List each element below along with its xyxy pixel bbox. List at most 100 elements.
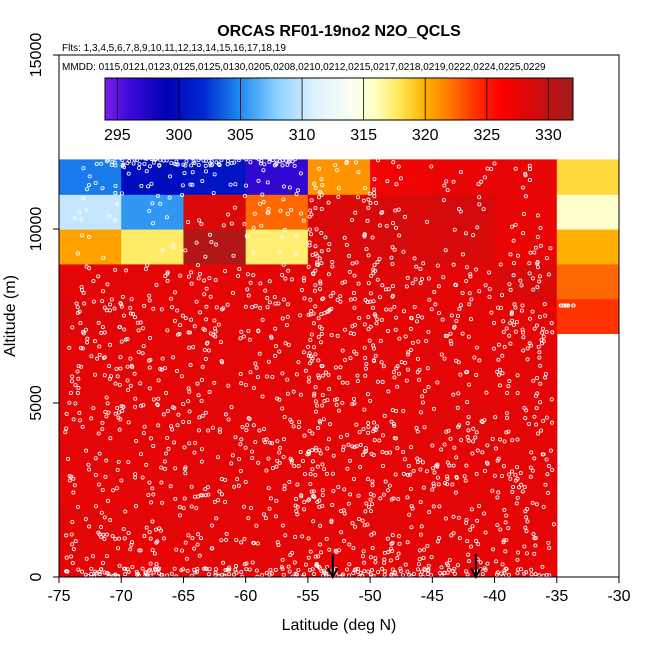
colorbar-swatch [391,78,394,120]
sample-marker [306,344,311,349]
sample-marker [515,437,520,442]
colorbar-swatch [365,78,368,120]
sample-marker [165,435,170,440]
sample-marker [199,398,204,403]
colorbar-swatch [461,78,464,120]
sample-marker [76,567,81,572]
sample-marker [137,165,142,170]
sample-marker [147,209,152,214]
sample-marker [118,417,123,422]
sample-marker [219,538,224,543]
sample-marker [471,426,476,431]
sample-marker [407,512,412,517]
x-axis: -75 -70 -65 -60 -55 -50 -45 -40 -35 -30 [47,577,631,605]
sample-marker [509,311,514,316]
sample-marker [112,218,117,223]
sample-marker [546,540,551,545]
sample-marker [541,339,546,344]
sample-marker [237,155,242,160]
colorbar-swatch [107,78,110,120]
sample-marker [372,194,377,199]
sample-marker [302,572,307,577]
sample-marker [371,299,376,304]
sample-marker [485,443,490,448]
sample-marker [431,481,436,486]
sample-marker [323,235,328,240]
sample-marker [550,467,555,472]
sample-marker [261,200,266,205]
sample-marker [207,155,212,160]
sample-marker [165,328,170,333]
heatmap-cell [494,263,558,300]
sample-marker [269,571,274,576]
heatmap-cell [59,472,122,508]
colorbar-swatch [155,78,158,120]
sample-marker [460,331,465,336]
sample-marker [464,463,469,468]
colorbar-swatch [323,78,326,120]
sample-marker [139,183,144,188]
sample-marker [164,451,169,456]
sample-marker [103,474,108,479]
sample-marker [216,574,221,577]
sample-marker [467,559,472,564]
sample-marker [563,303,568,308]
sample-marker [502,538,507,543]
sample-marker [142,161,147,166]
sample-marker [375,317,380,322]
sample-marker [437,504,442,509]
colorbar-swatch [497,78,500,120]
sample-marker [519,283,524,288]
sample-marker [209,159,214,164]
heatmap-cell [59,298,122,334]
sample-marker [216,455,221,460]
sample-marker [204,341,209,346]
sample-marker [418,467,423,472]
sample-marker [211,190,216,195]
sample-marker [250,455,255,460]
sample-marker [204,286,209,291]
sample-marker [89,566,94,571]
sample-marker [408,486,413,491]
sample-marker [107,302,112,307]
sample-marker [366,205,371,210]
sample-marker [175,308,180,313]
sample-marker [413,277,418,282]
sample-marker [186,399,191,404]
sample-marker [199,459,204,464]
colorbar-swatch [231,78,234,120]
sample-marker [317,166,322,171]
sample-marker [311,489,316,494]
sample-marker [119,191,124,196]
sample-marker [329,518,334,523]
sample-marker [189,281,194,286]
sample-marker [405,540,410,545]
sample-marker [450,568,455,573]
sample-marker [507,379,512,384]
sample-marker [258,161,263,166]
sample-marker [157,526,162,531]
sample-marker [113,183,118,188]
sample-marker [256,157,261,162]
sample-marker [474,430,479,435]
sample-marker [330,503,335,508]
sample-marker [371,420,376,425]
sample-marker [309,232,314,237]
sample-marker [224,537,229,542]
sample-marker [382,572,387,577]
sample-marker [452,227,457,232]
sample-marker [191,345,196,350]
sample-marker [263,288,268,293]
sample-marker [259,223,264,228]
sample-marker [509,224,514,229]
sample-marker [504,513,509,518]
sample-marker [444,179,449,184]
colorbar-swatch [385,78,388,120]
sample-marker [312,345,317,350]
heatmap-cell [59,437,122,474]
sample-marker [509,310,514,315]
sample-marker [183,163,188,168]
sample-marker [435,539,440,544]
sample-marker [147,336,152,341]
sample-marker [108,342,113,347]
